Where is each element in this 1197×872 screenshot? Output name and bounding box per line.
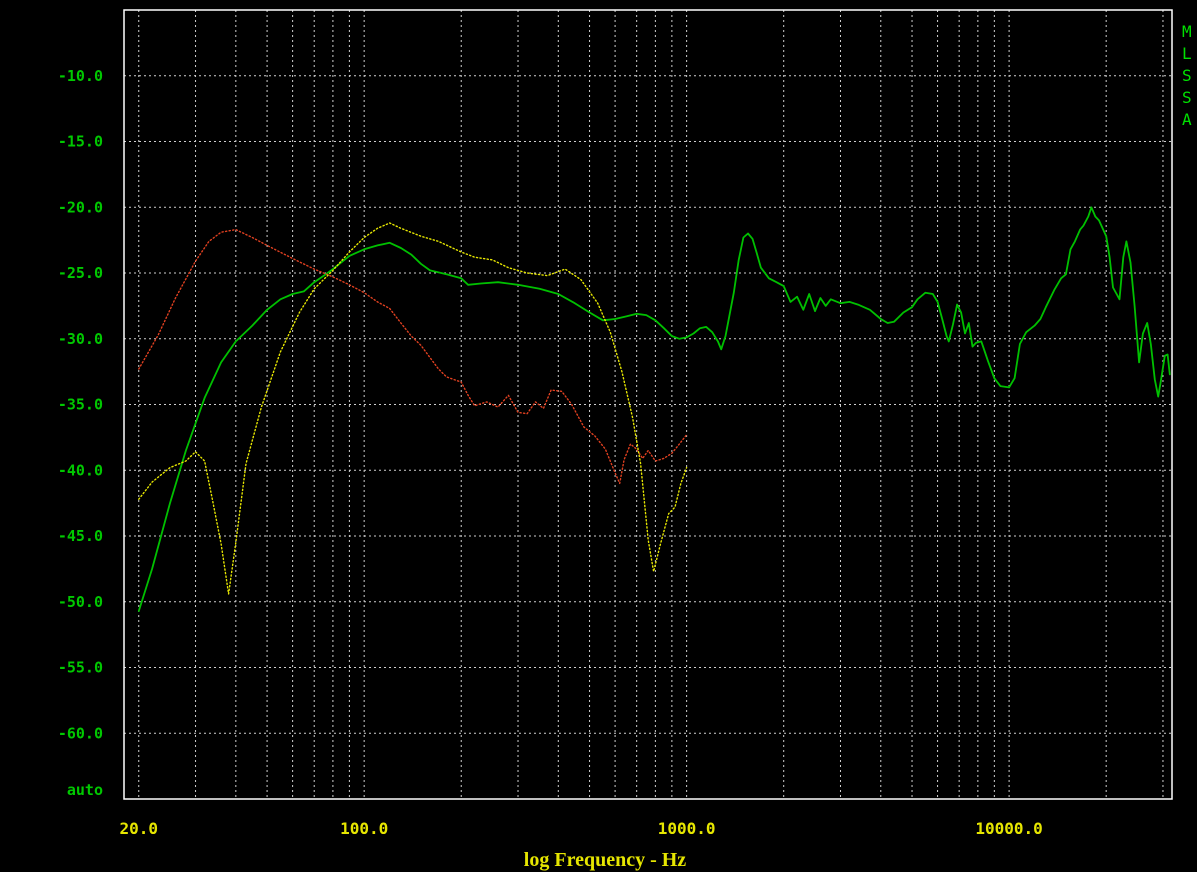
y-tick-label: -10.0	[58, 67, 103, 85]
side-letter: S	[1182, 66, 1192, 85]
data-series	[137, 206, 1171, 612]
y-tick-label: -30.0	[58, 330, 103, 348]
grid	[124, 10, 1172, 799]
series-line-3	[138, 222, 688, 595]
side-letter: S	[1182, 88, 1192, 107]
y-tick-label: -45.0	[58, 527, 103, 545]
y-tick-label: -60.0	[58, 724, 103, 742]
auto-scale-label: auto	[67, 781, 103, 799]
y-tick-label: -35.0	[58, 396, 103, 414]
y-tick-label: -55.0	[58, 659, 103, 677]
x-axis: 20.0 100.0 1000.0 10000.0	[119, 819, 1042, 838]
y-tick-label: -15.0	[58, 133, 103, 151]
series-line-1	[137, 206, 1171, 612]
side-letter: L	[1182, 44, 1192, 63]
x-tick-label: 20.0	[119, 819, 158, 838]
y-tick-label: -25.0	[58, 264, 103, 282]
side-letter: M	[1182, 22, 1192, 41]
y-tick-label: -50.0	[58, 593, 103, 611]
series-line-2	[138, 228, 688, 485]
x-tick-label: 100.0	[340, 819, 388, 838]
y-tick-label: -20.0	[58, 198, 103, 216]
plot-frame	[123, 9, 1173, 800]
x-tick-label: 1000.0	[658, 819, 716, 838]
y-tick-label: -40.0	[58, 461, 103, 479]
y-axis: -10.0 -15.0 -20.0 -25.0 -30.0 -35.0 -40.0 -45.0…	[58, 67, 103, 743]
side-letter: A	[1182, 110, 1192, 129]
x-axis-title: log Frequency - Hz	[524, 849, 687, 871]
x-tick-label: 10000.0	[975, 819, 1042, 838]
